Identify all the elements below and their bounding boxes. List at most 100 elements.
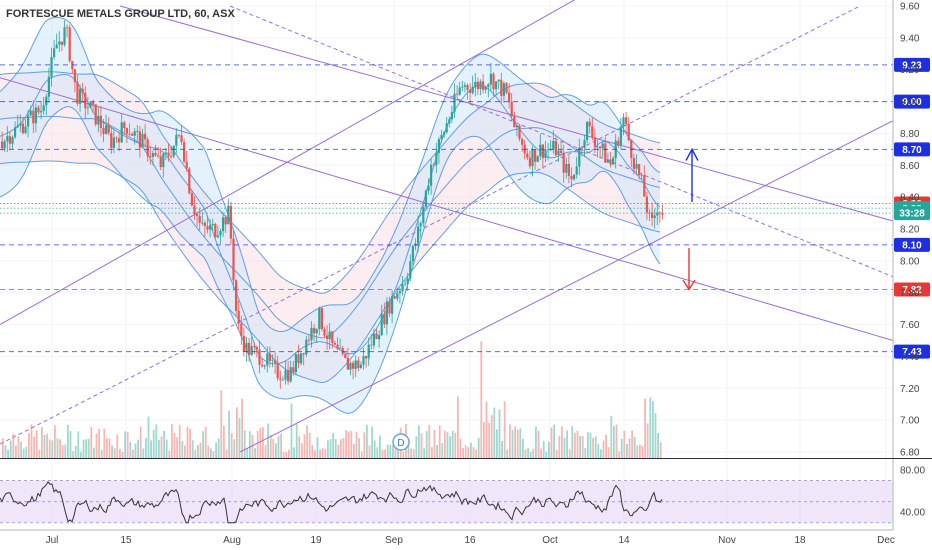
volume-bar	[472, 447, 475, 458]
candle-body	[612, 158, 615, 165]
price-level-label: 8.10	[902, 240, 922, 251]
price-level-tag[interactable]	[894, 344, 930, 359]
volume-bar	[295, 424, 298, 458]
candle-body	[339, 348, 342, 349]
volume-bar	[561, 426, 563, 458]
candle-body	[89, 102, 92, 108]
volume-bar	[381, 449, 384, 458]
y-tick-label: 8.40	[900, 193, 920, 204]
candle-body	[333, 342, 336, 345]
candle-body	[635, 164, 638, 169]
volume-bar	[327, 440, 329, 458]
price-level-tag[interactable]	[894, 57, 930, 72]
candle-body	[424, 190, 427, 207]
volume-bar	[259, 427, 262, 458]
volume-bar	[217, 438, 220, 458]
candle-body	[99, 115, 102, 129]
dividend-marker-circle[interactable]	[392, 433, 410, 451]
candle-body	[193, 205, 196, 214]
volume-bar	[579, 435, 581, 458]
candle-body	[432, 164, 435, 166]
volume-bar	[121, 451, 124, 458]
candle-body	[554, 141, 557, 156]
candle-body	[656, 212, 659, 216]
candle-body	[404, 283, 407, 285]
candle-body	[331, 331, 334, 343]
candle-body	[242, 336, 245, 352]
volume-bar	[210, 448, 212, 458]
volume-bar	[106, 438, 108, 458]
candle-body	[430, 164, 433, 186]
price-levels: 9.239.008.708.368.3333:288.107.827.43	[0, 57, 930, 359]
candle-body	[365, 356, 368, 359]
volume-bar	[41, 427, 43, 458]
volume-bar	[28, 433, 30, 458]
candle-body	[281, 379, 284, 381]
candle-body	[557, 150, 560, 156]
dividend-marker[interactable]: D	[392, 433, 410, 451]
candle-body	[453, 93, 456, 113]
volume-bar	[163, 430, 165, 458]
candle-body	[63, 27, 66, 45]
annotation-arrows	[682, 147, 699, 291]
candle-body	[216, 235, 219, 238]
volume-bar	[558, 435, 561, 458]
candle-body	[84, 92, 87, 109]
price-level-tag[interactable]	[894, 142, 930, 157]
x-tick-label: Sep	[385, 535, 403, 546]
volume-bar	[275, 443, 277, 458]
volume-bar	[532, 448, 535, 458]
candle-body	[8, 136, 11, 144]
volume-bar	[425, 430, 428, 458]
candle-body	[393, 296, 396, 299]
candle-body	[552, 141, 555, 150]
candle-body	[604, 143, 607, 163]
channel-line-lower-rise	[239, 120, 894, 453]
volume-bar	[516, 429, 519, 458]
candle-body	[138, 131, 141, 148]
price-level-tag[interactable]	[894, 206, 930, 221]
candle-body	[133, 131, 136, 136]
candle-body	[1, 141, 4, 149]
candle-body	[367, 344, 370, 359]
candle-body	[458, 87, 461, 95]
volume-bar	[113, 448, 116, 458]
x-tick-label: Nov	[718, 535, 736, 546]
candle-body	[32, 110, 35, 124]
candle-body	[645, 196, 648, 213]
candle-body	[185, 161, 188, 169]
volume-bar	[441, 443, 444, 458]
volume-bar	[249, 431, 251, 458]
price-level-tag[interactable]	[894, 94, 930, 109]
volume-bar	[444, 430, 446, 458]
candle-body	[149, 156, 152, 157]
volume-bar	[38, 449, 41, 458]
candle-body	[3, 141, 6, 149]
candle-body	[164, 152, 167, 154]
candle-body	[294, 354, 297, 373]
volume-bar	[457, 396, 459, 458]
volume-bar	[553, 424, 555, 458]
volume-bar	[150, 440, 152, 458]
candle-body	[45, 96, 48, 106]
volume-bar	[480, 341, 483, 458]
candle-body	[284, 370, 287, 380]
candle-body	[526, 153, 529, 158]
volume-bar	[17, 436, 20, 458]
y-tick-label: 7.20	[900, 384, 920, 395]
candle-body	[619, 126, 622, 146]
price-level-tag[interactable]	[894, 282, 930, 297]
price-level-tag[interactable]	[894, 237, 930, 252]
candle-body	[323, 328, 326, 336]
volume-bar	[464, 445, 467, 458]
volume-bar	[501, 440, 503, 458]
volume-bar	[119, 448, 121, 458]
y-tick-label: 6.80	[900, 448, 920, 459]
volume-bar	[353, 444, 355, 458]
volume-bar	[298, 436, 301, 458]
candle-body	[638, 164, 641, 176]
candle-body	[232, 238, 235, 281]
candle-body	[531, 149, 534, 167]
volume-bar	[303, 434, 306, 458]
